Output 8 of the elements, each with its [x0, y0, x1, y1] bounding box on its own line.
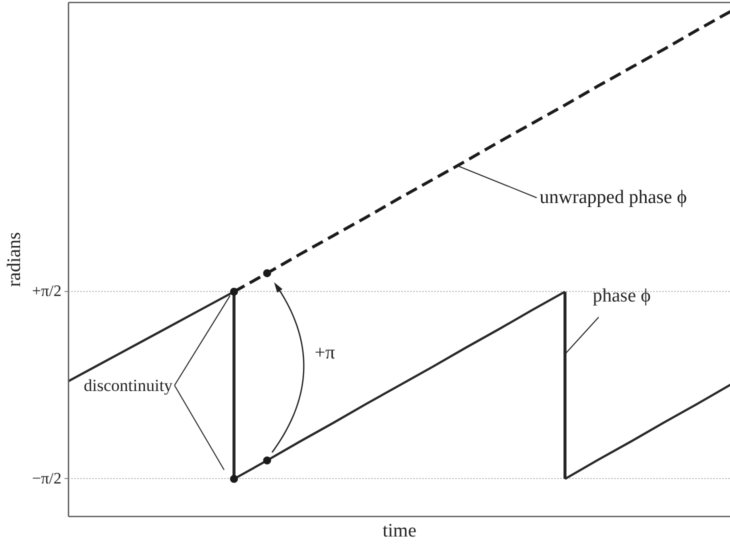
text: unwrapped phase ϕ: [540, 187, 687, 208]
y-tick-label: −π/2: [32, 470, 62, 488]
y-tick-label: +π/2: [32, 283, 62, 300]
y-axis-title: radians: [4, 232, 25, 287]
annotation: +π: [314, 342, 336, 364]
x-axis-title: time: [382, 520, 416, 542]
annotation: discontinuity: [84, 376, 174, 395]
series-label: phase ϕ: [592, 286, 651, 307]
